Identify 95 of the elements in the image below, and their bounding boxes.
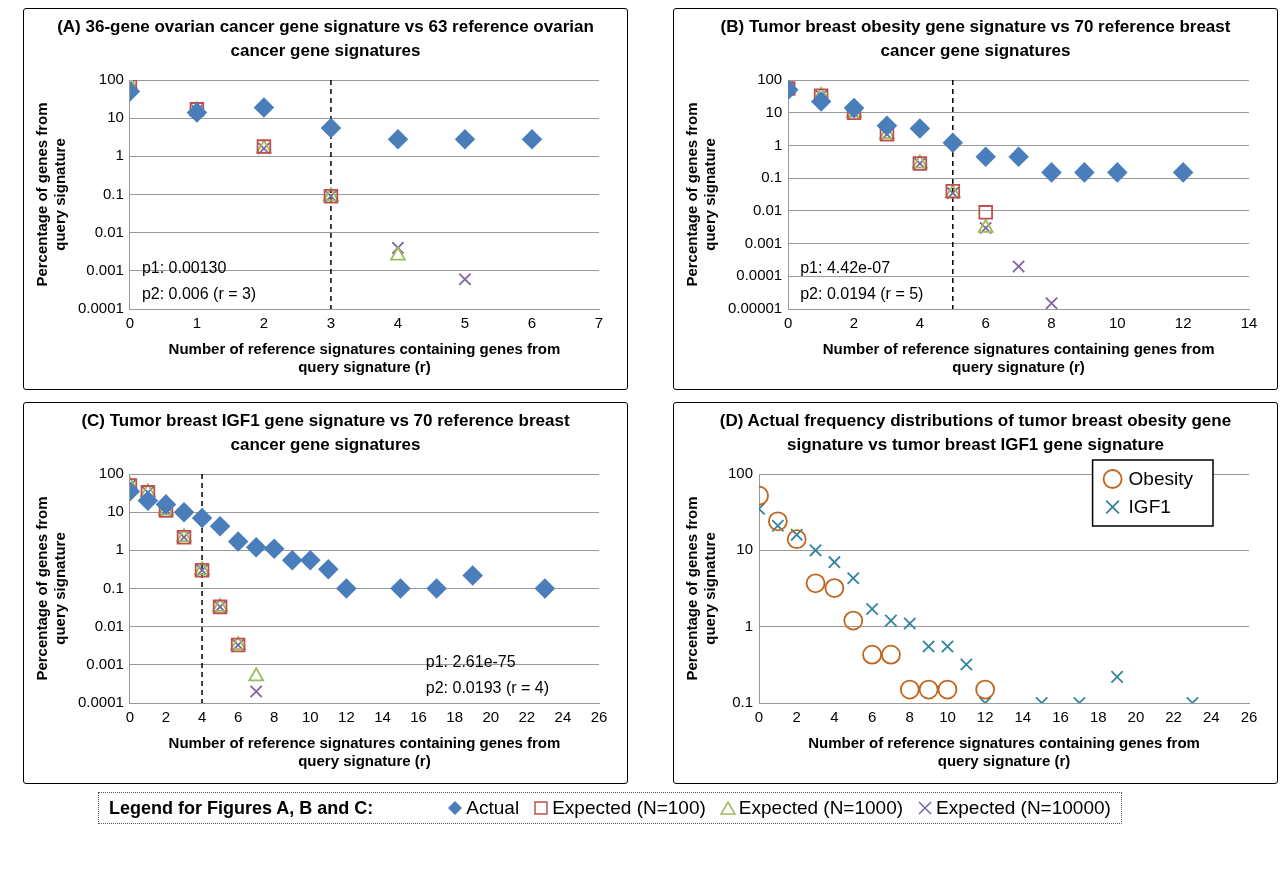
x-tick-label: 2 xyxy=(161,708,171,726)
x-tick-label: 22 xyxy=(518,708,536,726)
x-tick-label: 18 xyxy=(1089,708,1107,726)
y-tick-label: 1 xyxy=(115,540,124,558)
annotation: p1: 4.42e-07 xyxy=(800,259,891,276)
x-tick-label: 1 xyxy=(192,314,202,332)
x-tick-label: 2 xyxy=(792,708,801,726)
x-axis-title: Number of reference signatures containing genes from query signature (r) xyxy=(822,340,1215,376)
y-tick-label: 0.1 xyxy=(103,184,124,202)
x-tick-label: 6 xyxy=(981,314,990,332)
x-tick-label: 3 xyxy=(326,314,336,332)
x-tick-label: 6 xyxy=(527,314,537,332)
legend-label: Expected (N=1000) xyxy=(738,797,904,819)
y-tick-label: 0.001 xyxy=(744,233,783,251)
y-tick-label: 10 xyxy=(107,108,124,126)
chart-title: (A) 36-gene ovarian cancer gene signature vs 63 reference ovarian cancer gene signatures xyxy=(56,16,595,62)
annotation: p2: 0.0193 (r = 4) xyxy=(425,679,549,696)
x-tick-label: 12 xyxy=(1174,314,1192,332)
x-tick-label: 0 xyxy=(784,314,793,332)
y-tick-label: 0.1 xyxy=(761,168,783,186)
y-tick-label: 10 xyxy=(107,502,124,520)
y-tick-label: 0.01 xyxy=(94,222,124,240)
y-tick-label: 0.0001 xyxy=(736,266,783,284)
x-tick-label: 12 xyxy=(976,708,994,726)
y-axis-title: Percentage of genes from query signature xyxy=(683,496,719,681)
y-tick-label: 100 xyxy=(757,70,783,88)
x-tick-label: 0 xyxy=(754,708,764,726)
y-tick-label: 0.1 xyxy=(732,693,754,711)
y-tick-label: 1 xyxy=(773,135,783,153)
x-tick-label: 8 xyxy=(1047,314,1056,332)
x-tick-label: 24 xyxy=(554,708,572,726)
chart-title: (B) Tumor breast obesity gene signature vs 70 reference breast cancer gene signatures xyxy=(719,16,1232,62)
y-axis-title: Percentage of genes from query signature xyxy=(683,102,719,287)
x-tick-label: 0 xyxy=(125,314,135,332)
y-tick-label: 0.1 xyxy=(103,578,124,596)
y-tick-label: 1 xyxy=(744,616,754,634)
x-tick-label: 2 xyxy=(849,314,859,332)
x-tick-label: 8 xyxy=(905,708,914,726)
x-tick-label: 14 xyxy=(374,708,391,726)
x-tick-label: 10 xyxy=(1109,314,1126,332)
x-tick-label: 4 xyxy=(197,708,207,726)
y-tick-label: 100 xyxy=(98,70,124,88)
legend-label: IGF1 xyxy=(1128,496,1171,518)
x-tick-label: 10 xyxy=(301,708,319,726)
x-tick-label: 18 xyxy=(446,708,463,726)
x-tick-label: 14 xyxy=(1240,314,1258,332)
y-tick-label: 10 xyxy=(736,540,754,558)
legend-label: Actual xyxy=(466,797,520,819)
y-tick-label: 1 xyxy=(115,146,124,164)
legend-title: Legend for Figures A, B and C: xyxy=(109,797,374,819)
x-tick-label: 14 xyxy=(1014,708,1032,726)
x-tick-label: 4 xyxy=(393,314,403,332)
y-tick-label: 0.001 xyxy=(86,260,124,278)
x-tick-label: 16 xyxy=(410,708,427,726)
annotation: p1: 0.00130 xyxy=(141,259,227,276)
y-tick-label: 10 xyxy=(765,102,783,120)
x-tick-label: 0 xyxy=(125,708,135,726)
legend-label: Expected (N=10000) xyxy=(936,797,1111,819)
y-tick-label: 100 xyxy=(98,464,124,482)
annotation: p1: 2.61e-75 xyxy=(425,653,516,670)
x-tick-label: 8 xyxy=(270,708,279,726)
y-tick-label: 100 xyxy=(728,464,754,482)
x-tick-label: 4 xyxy=(830,708,839,726)
x-tick-label: 24 xyxy=(1202,708,1220,726)
x-tick-label: 26 xyxy=(1240,708,1258,726)
legend-label: Expected (N=100) xyxy=(552,797,706,819)
x-tick-label: 22 xyxy=(1165,708,1182,726)
x-tick-label: 7 xyxy=(594,314,604,332)
x-tick-label: 26 xyxy=(590,708,608,726)
x-tick-label: 16 xyxy=(1052,708,1069,726)
y-tick-label: 0.01 xyxy=(94,616,124,634)
chart-title: (D) Actual frequency distributions of tumor breast obesity gene signature vs tumor breast IGF1 gene signature xyxy=(718,410,1233,456)
x-axis-title: Number of reference signatures containing genes from query signature (r) xyxy=(808,734,1200,770)
annotation: p2: 0.006 (r = 3) xyxy=(141,285,257,302)
x-axis-title: Number of reference signatures containing genes from query signature (r) xyxy=(168,340,561,376)
y-tick-label: 0.0001 xyxy=(77,693,124,711)
annotation: p2: 0.0194 (r = 5) xyxy=(800,285,924,302)
x-tick-label: 6 xyxy=(233,708,243,726)
x-tick-label: 5 xyxy=(460,314,470,332)
y-axis-title: Percentage of genes from query signature xyxy=(33,496,69,681)
y-tick-label: 0.00001 xyxy=(727,299,783,317)
x-tick-label: 20 xyxy=(482,708,500,726)
chart-title: (C) Tumor breast IGF1 gene signature vs 70 reference breast cancer gene signatures xyxy=(80,410,571,456)
x-tick-label: 6 xyxy=(867,708,877,726)
x-tick-label: 12 xyxy=(338,708,355,726)
x-tick-label: 4 xyxy=(915,314,925,332)
x-tick-label: 10 xyxy=(939,708,956,726)
x-tick-label: 20 xyxy=(1127,708,1145,726)
y-axis-title: Percentage of genes from query signature xyxy=(33,102,69,287)
legend-label: Obesity xyxy=(1128,468,1194,490)
x-tick-label: 2 xyxy=(259,314,269,332)
y-tick-label: 0.01 xyxy=(753,201,783,218)
y-tick-label: 0.0001 xyxy=(77,299,124,317)
y-tick-label: 0.001 xyxy=(86,654,124,672)
x-axis-title: Number of reference signatures containing genes from query signature (r) xyxy=(168,734,561,770)
